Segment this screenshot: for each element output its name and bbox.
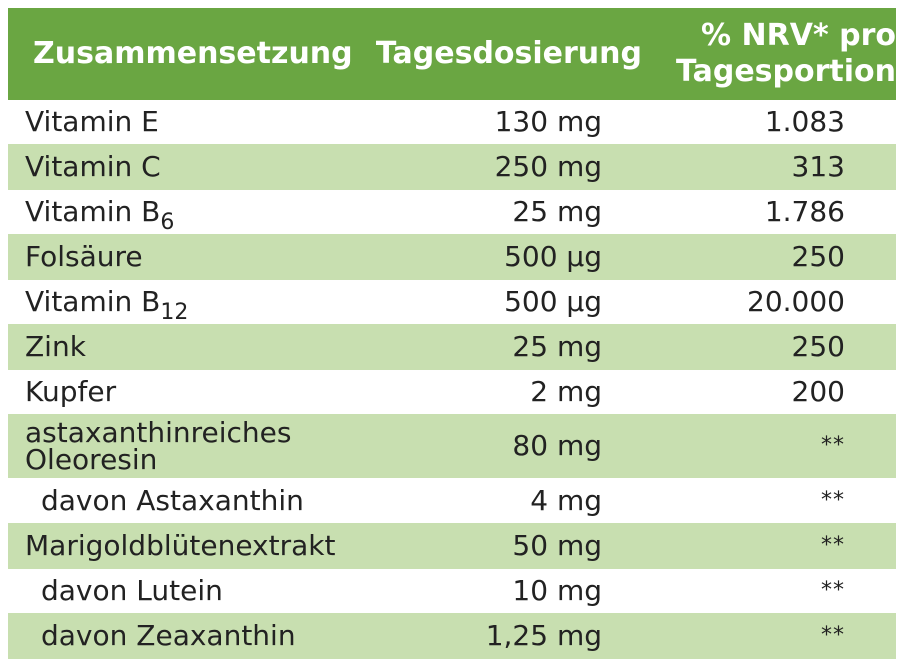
ingredient-nrv: 200 [791,375,845,408]
ingredient-dose: 250 mg [494,150,602,183]
header-nrv-line2: Tagesportion [676,54,896,89]
table-row: Vitamin E 130 mg 1.083 [8,100,896,144]
ingredient-nrv: ** [821,578,845,603]
ingredient-dose: 500 µg [504,285,602,318]
ingredient-dose: 500 µg [504,240,602,273]
ingredient-nrv: 313 [791,150,845,183]
ingredient-name: davon Zeaxanthin [41,619,296,652]
ingredient-nrv: ** [821,623,845,648]
ingredient-dose: 25 mg [512,330,602,363]
table-row: Vitamin C 250 mg 313 [8,144,896,190]
ingredient-dose: 130 mg [494,105,602,138]
ingredient-dose: 80 mg [512,429,602,462]
nutrition-table-container: Zusammensetzung Tagesdosierung % NRV* pr… [8,8,896,659]
table-row: davon Astaxanthin 4 mg ** [8,478,896,523]
header-row: Zusammensetzung Tagesdosierung % NRV* pr… [8,8,896,100]
header-nrv-line1: % NRV* pro [701,18,896,53]
ingredient-dose: 4 mg [530,483,602,517]
ingredient-dose: 1,25 mg [485,619,602,652]
table-body: Vitamin E 130 mg 1.083 Vitamin C 250 mg … [8,100,896,659]
header-nrv: % NRV* pro Tagesportion [605,8,896,100]
ingredient-dose: 2 mg [530,375,602,408]
header-daily-dosage-text: Tagesdosierung [375,36,642,71]
table-row: Vitamin B12 500 µg 20.000 [8,280,896,324]
ingredient-name-line2: Oleoresin [25,443,158,476]
table-row: davon Lutein 10 mg ** [8,569,896,613]
ingredient-nrv: 250 [791,330,845,363]
ingredient-name-cell: Vitamin B6 [8,190,369,234]
ingredient-nrv: ** [821,533,845,558]
ingredient-name: Kupfer [25,375,117,408]
ingredient-name: Vitamin E [25,105,159,138]
table-row: Folsäure 500 µg 250 [8,234,896,280]
ingredient-subscript: 12 [160,300,189,325]
ingredient-name: davon Lutein [41,574,223,607]
ingredient-name: Folsäure [25,240,143,273]
nutrition-table: Zusammensetzung Tagesdosierung % NRV* pr… [8,8,896,659]
header-daily-dosage: Tagesdosierung [369,8,642,100]
ingredient-name-cell: Vitamin B12 [8,280,369,324]
table-row: davon Zeaxanthin 1,25 mg ** [8,613,896,659]
header-composition: Zusammensetzung [33,36,353,71]
ingredient-name-cell: astaxanthinreiches Oleoresin [8,414,369,478]
table-row: Kupfer 2 mg 200 [8,370,896,414]
table-row: Zink 25 mg 250 [8,324,896,370]
table-row: Marigoldblütenextrakt 50 mg ** [8,523,896,569]
table-row: Vitamin B6 25 mg 1.786 [8,190,896,234]
ingredient-name: Vitamin C [25,150,161,183]
ingredient-name: Zink [25,330,86,363]
table-header: Zusammensetzung Tagesdosierung % NRV* pr… [8,8,896,100]
ingredient-nrv: ** [821,487,845,513]
ingredient-nrv: 20.000 [747,285,845,318]
ingredient-name: Vitamin B [25,285,161,318]
ingredient-name: Vitamin B [25,195,161,228]
ingredient-dose: 50 mg [512,529,602,562]
ingredient-nrv: 1.786 [764,195,845,228]
ingredient-dose: 25 mg [512,195,602,228]
ingredient-subscript: 6 [160,210,175,235]
ingredient-name-line1: astaxanthinreiches [25,416,292,449]
table-row: astaxanthinreiches Oleoresin 80 mg ** [8,414,896,478]
ingredient-nrv: ** [821,433,845,458]
ingredient-nrv: 1.083 [764,105,845,138]
ingredient-name: davon Astaxanthin [41,483,304,517]
ingredient-nrv: 250 [791,240,845,273]
ingredient-dose: 10 mg [512,574,602,607]
ingredient-name: Marigoldblütenextrakt [25,529,336,562]
